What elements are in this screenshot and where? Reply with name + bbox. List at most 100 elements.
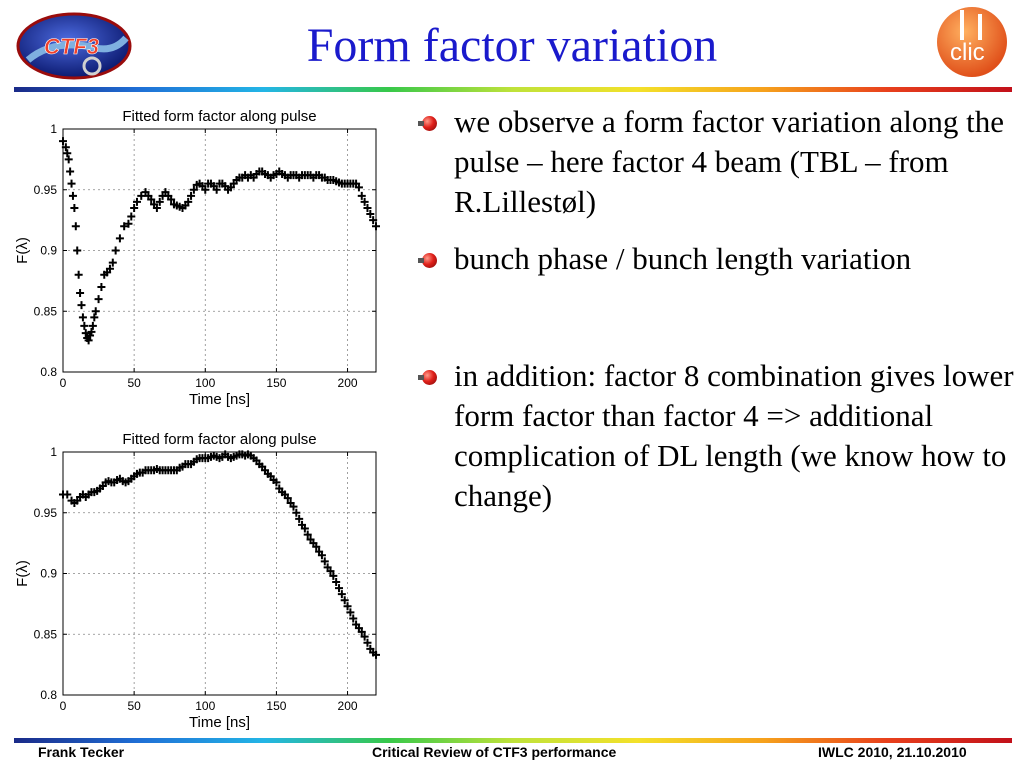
x-axis-label: Time [ns] [189,391,250,408]
data-point [73,246,82,255]
data-point [84,336,93,345]
y-tick-label: 1 [50,122,57,136]
data-point [67,179,76,188]
data-point [91,307,100,316]
y-tick-label: 0.9 [40,567,57,581]
data-point [64,155,73,164]
data-point [329,571,338,580]
data-point [366,210,375,219]
data-point [363,638,372,647]
data-point [357,191,366,200]
x-tick-label: 150 [266,699,286,713]
x-tick-label: 0 [60,699,67,713]
y-tick-label: 0.9 [40,244,57,258]
data-point [120,222,129,231]
data-point [63,149,72,158]
x-tick-label: 150 [266,376,286,390]
bullet-icon [418,116,437,131]
data-point [346,608,355,617]
data-point [357,627,366,636]
footer-author: Frank Tecker [38,744,125,760]
data-point [81,329,90,338]
data-point [303,530,312,539]
y-axis-label: F(λ) [14,560,31,587]
data-point [76,289,85,298]
data-point [349,614,358,623]
data-point [372,650,380,659]
data-point [189,185,198,194]
data-point [272,478,281,487]
data-point [74,270,83,279]
ctf3-logo: CTF3 [14,8,134,85]
data-point [115,234,124,243]
data-point [78,313,87,322]
chart-title: Fitted form factor along pulse [122,108,316,125]
x-tick-label: 100 [195,699,215,713]
x-tick-label: 0 [60,376,67,390]
data-point [147,195,156,204]
data-point [87,327,96,336]
data-point [90,313,99,322]
footer-date: IWLC 2010, 21.10.2010 [818,744,967,760]
y-tick-label: 0.95 [34,506,58,520]
data-point [363,203,372,212]
data-point [70,203,79,212]
bullet-text: we observe a form factor variation along… [454,104,1005,219]
x-tick-label: 200 [338,699,358,713]
bullet-list: we observe a form factor variation along… [418,102,1018,516]
data-point [66,167,75,176]
data-point [108,258,117,267]
bullet-item: bunch phase / bunch length variation [418,239,1018,279]
data-point [340,596,349,605]
data-point [354,183,363,192]
data-point [167,195,176,204]
data-point [326,567,335,576]
header-divider [14,87,1012,92]
data-point [59,137,67,146]
data-point [283,494,292,503]
bullet-text: bunch phase / bunch length variation [454,241,912,276]
data-point [369,216,378,225]
form-factor-chart-1: Fitted form factor along pulse 0 50 100 150 2… [14,108,380,408]
bullet-text: in addition: factor 8 combination gives … [454,358,1014,513]
data-point [332,578,341,587]
data-point [289,502,298,511]
data-point [343,602,352,611]
data-point [97,282,106,291]
data-point [68,191,77,200]
bullet-item: we observe a form factor variation along… [418,102,1018,222]
x-tick-label: 50 [127,376,141,390]
x-axis-label: Time [ns] [189,714,250,731]
data-point [300,524,309,533]
form-factor-chart-2: Fitted form factor along pulse 0 50 100 150 2… [14,431,380,731]
data-point [184,197,193,206]
data-point [105,264,114,273]
data-point [130,203,139,212]
data-point [320,557,329,566]
page-title: Form factor variation [306,19,718,72]
data-point [360,632,369,641]
data-point [71,222,80,231]
y-tick-label: 0.8 [40,365,57,379]
data-point [337,590,346,599]
data-point [312,542,321,551]
data-point [372,222,380,231]
data-point [63,490,72,499]
data-point [94,295,103,304]
data-point [88,321,97,330]
data-point [111,246,120,255]
chart-title: Fitted form factor along pulse [122,431,316,448]
data-point [317,551,326,560]
x-tick-label: 50 [127,699,141,713]
data-point [61,143,70,152]
data-point [77,301,86,310]
data-point [124,219,133,228]
y-tick-label: 0.95 [34,183,58,197]
data-point [295,514,304,523]
data-point [360,197,369,206]
data-point [127,212,136,221]
data-point [137,191,146,200]
y-tick-label: 0.8 [40,688,57,702]
x-tick-label: 100 [195,376,215,390]
y-tick-label: 1 [50,445,57,459]
